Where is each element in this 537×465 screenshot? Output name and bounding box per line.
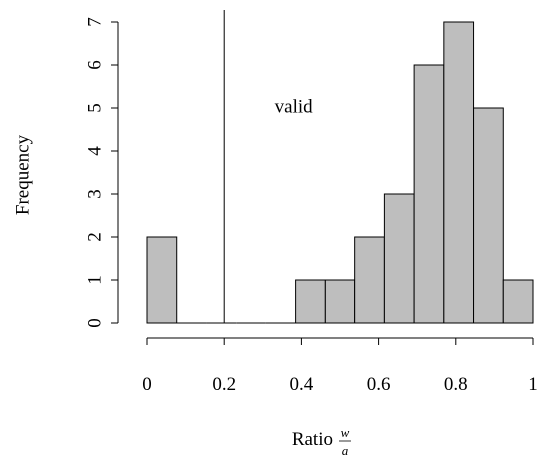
histogram-bar xyxy=(502,279,534,324)
histogram-bar xyxy=(324,279,356,324)
x-tick-label: 0.2 xyxy=(212,374,236,395)
histogram-bar xyxy=(443,21,475,324)
y-tick-label: 1 xyxy=(84,275,105,285)
y-axis: 0 1 2 3 4 5 6 7 xyxy=(84,17,119,328)
y-tick-label: 2 xyxy=(84,232,105,242)
y-tick-label: 4 xyxy=(84,146,105,156)
x-axis: 0 0.2 0.4 0.6 0.8 1 xyxy=(142,337,537,395)
y-tick-label: 3 xyxy=(84,189,105,199)
y-tick-label: 7 xyxy=(84,17,105,27)
histogram-bar xyxy=(354,236,385,324)
x-tick-label: 0.8 xyxy=(444,374,468,395)
histogram-bar xyxy=(383,193,415,324)
histogram-bar xyxy=(473,107,504,324)
y-tick-label: 6 xyxy=(84,60,105,70)
histogram-bar xyxy=(295,279,326,324)
x-axis-title-prefix: Ratio xyxy=(292,429,333,450)
bars-group xyxy=(146,21,534,324)
x-axis-title: Ratio w a xyxy=(292,425,351,458)
x-axis-title-numerator: w xyxy=(341,425,350,440)
x-axis-title-denominator: a xyxy=(342,443,349,458)
y-tick-label: 5 xyxy=(84,103,105,113)
x-tick-label: 1 xyxy=(528,374,537,395)
x-tick-label: 0.4 xyxy=(290,374,314,395)
histogram-bar xyxy=(146,236,178,324)
y-tick-label: 0 xyxy=(84,318,105,328)
y-axis-title: Frequency xyxy=(12,134,33,215)
x-tick-label: 0 xyxy=(142,374,152,395)
histogram-bar xyxy=(413,64,445,324)
valid-annotation: valid xyxy=(275,96,313,117)
x-tick-label: 0.6 xyxy=(367,374,391,395)
